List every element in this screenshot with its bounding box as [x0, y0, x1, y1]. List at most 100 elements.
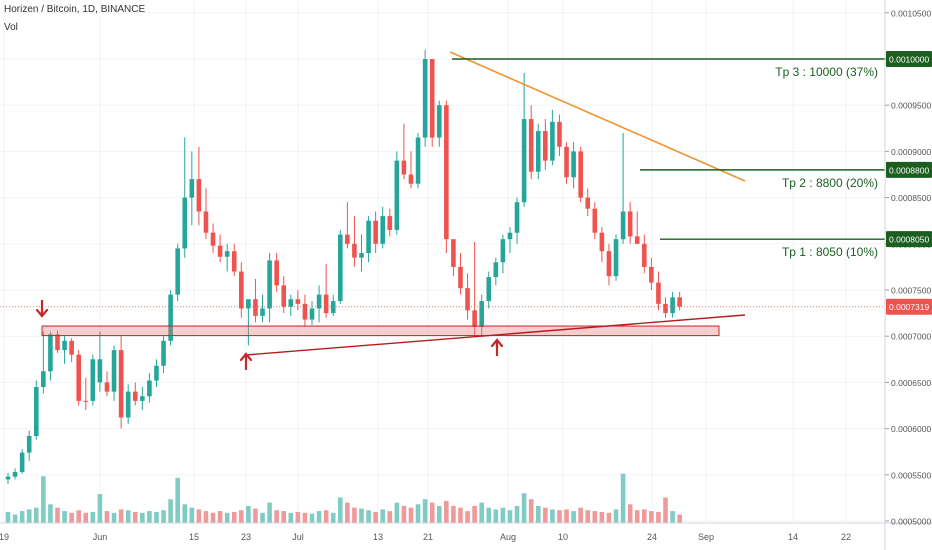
candle-body	[33, 387, 39, 436]
volume-bar	[571, 511, 576, 523]
candle-body	[436, 105, 442, 138]
candle-body	[5, 476, 11, 480]
candle-body	[147, 380, 152, 397]
volume-bar	[465, 511, 470, 523]
candle-body	[323, 294, 329, 314]
y-tick-label: 0.0006500	[891, 378, 931, 388]
drawings: Tp 3 : 10000 (37%) Tp 2 : 8800 (20%) Tp 1 …	[0, 51, 885, 370]
candle-body	[125, 391, 131, 418]
candle-body	[451, 239, 456, 267]
volume-bar	[267, 502, 272, 523]
volume-bar	[316, 511, 322, 523]
volume-bar	[528, 499, 534, 523]
volume-bar	[677, 514, 682, 523]
volume-bar	[182, 504, 188, 523]
candle-body	[387, 216, 393, 230]
candle-body	[394, 160, 400, 230]
volume-bar	[246, 506, 251, 523]
volume-bar	[436, 506, 442, 523]
candle-body	[444, 105, 449, 240]
volume-bar	[380, 509, 386, 523]
volume-bar	[175, 477, 180, 523]
candle-body	[274, 260, 279, 286]
price-label-box	[886, 51, 932, 67]
candle-body	[415, 137, 421, 184]
volume-bar	[253, 508, 258, 523]
volume-bar	[345, 502, 350, 523]
x-tick-label: Aug	[500, 532, 516, 542]
x-tick-label: 24	[647, 532, 657, 542]
y-tick-label: 0.0009500	[891, 101, 931, 111]
candle-body	[422, 59, 428, 138]
volume-bar	[592, 511, 598, 523]
candle-body	[154, 365, 159, 381]
volume-bar	[337, 497, 343, 523]
volume-bar	[132, 511, 138, 523]
candle-body	[118, 350, 124, 418]
x-tick-label: 19	[0, 532, 9, 542]
volume-bar	[656, 511, 661, 523]
volume-bar	[352, 507, 357, 523]
candle-body	[599, 232, 605, 252]
candle-body	[253, 299, 258, 316]
x-tick-label: Sep	[698, 532, 714, 542]
candle-body	[239, 271, 244, 309]
y-tick-label: 0.0006000	[891, 424, 931, 434]
arrow-up-icon	[239, 352, 253, 362]
volume-bar	[41, 476, 46, 523]
candle-body	[380, 216, 386, 244]
candle-body	[373, 220, 378, 244]
candle-body	[83, 400, 89, 402]
volume-bar	[613, 509, 619, 523]
candle-body	[627, 211, 633, 237]
volume-bar	[288, 512, 294, 523]
arrow-up-icon	[490, 338, 504, 348]
x-tick-label: 10	[558, 532, 568, 542]
volume-bar	[83, 512, 89, 523]
candle-body	[288, 299, 294, 307]
y-tick-label: 0.0010500	[891, 8, 931, 18]
volume-bar	[493, 509, 499, 523]
price-label: 0.0007319	[889, 302, 929, 312]
candle-body	[535, 131, 541, 172]
candle-body	[677, 297, 682, 307]
y-tick-label: 0.0007000	[891, 332, 931, 342]
candle-body	[543, 131, 548, 161]
volume-bar	[507, 510, 513, 523]
volume-bar	[401, 506, 407, 523]
volume-bar	[500, 507, 506, 523]
volume-bar	[5, 511, 11, 523]
volume-label: Vol	[4, 22, 18, 33]
volume-bar	[394, 502, 400, 523]
x-tick-label: 14	[788, 532, 798, 542]
candle-body	[97, 359, 103, 383]
volume-bar	[557, 510, 562, 523]
candle-body	[479, 301, 484, 327]
candle-body	[330, 301, 336, 314]
candle-body	[175, 248, 180, 295]
volume-bar	[224, 512, 230, 523]
volume-bar	[12, 514, 18, 523]
volume-bar	[140, 512, 145, 523]
volume-bar	[302, 512, 308, 523]
candle-body	[493, 262, 499, 278]
candle-body	[104, 382, 110, 392]
chart-title: Horizen / Bitcoin, 1D, BINANCE	[4, 4, 146, 15]
volume-bar	[479, 502, 484, 523]
volume-bar	[670, 511, 675, 523]
volume-bar	[62, 511, 67, 523]
y-tick-label: 0.0005500	[891, 470, 931, 480]
candle-body	[359, 253, 364, 258]
candle-body	[642, 243, 647, 267]
candle-body	[620, 211, 626, 240]
target-label: Tp 1 : 8050 (10%)	[782, 245, 878, 259]
volume-bar	[627, 504, 633, 523]
volume-bar	[606, 512, 612, 523]
candle-body	[210, 232, 216, 246]
volume-bar	[330, 512, 336, 523]
price-label-box	[886, 161, 932, 178]
candle-body	[76, 354, 81, 401]
candle-body	[132, 391, 138, 401]
candle-body	[231, 251, 237, 272]
